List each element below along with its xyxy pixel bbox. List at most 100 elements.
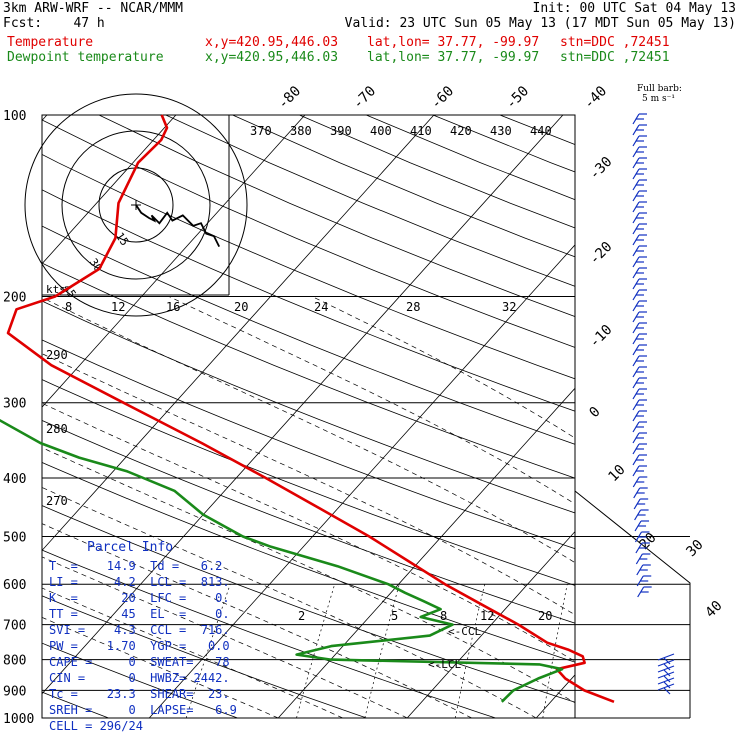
parcel-info-row: CAPE = 0 SWEAT= 78 — [49, 655, 230, 669]
pressure-label: 300 — [3, 397, 26, 412]
hodograph-speed-label: 32 — [502, 300, 516, 314]
parcel-info-row: K = 20 LFC = 0. — [49, 591, 230, 605]
hodograph-ring-label: 30 — [87, 256, 105, 274]
theta-label: 410 — [410, 124, 432, 138]
pressure-label: 900 — [3, 684, 26, 699]
wind-barb-staff — [657, 659, 675, 667]
pressure-label: 100 — [3, 109, 26, 124]
wind-barb-staff — [657, 677, 675, 685]
pressure-label: 1000 — [3, 712, 34, 727]
legend-temperature-xy: x,y=420.95,446.03 — [205, 35, 339, 50]
parcel-info-row: TT = 45 EL = 0. — [49, 607, 230, 621]
mixing-ratio-label: 2 — [298, 609, 305, 623]
theta-label: 280 — [46, 422, 68, 436]
isotherm-label: -50 — [503, 83, 532, 112]
pressure-label: 800 — [3, 654, 26, 669]
dry-adiabat — [299, 115, 575, 229]
parcel-info-row: CELL = 296/24 — [49, 719, 143, 733]
barb-legend-unit: 5 m s⁻¹ — [642, 94, 675, 104]
hodograph-speed-label: 24 — [314, 300, 328, 314]
moist-adiabat — [311, 296, 575, 439]
theta-label: 270 — [46, 494, 68, 508]
dry-adiabat — [42, 505, 575, 703]
hodograph-speed-label: 28 — [406, 300, 420, 314]
wind-barb-staff — [657, 653, 675, 661]
wind-barb-staff — [657, 683, 675, 691]
legend-dewpoint: Dewpoint temperature — [7, 50, 164, 65]
wind-barb-flag — [663, 663, 671, 671]
dry-adiabat — [42, 339, 575, 550]
moist-adiabat — [42, 587, 343, 718]
init-time: Init: 00 UTC Sat 04 May 13 — [532, 1, 737, 16]
moist-adiabat — [42, 402, 575, 662]
hodograph-ring-label: 15 — [113, 230, 131, 248]
dry-adiabat — [42, 153, 575, 380]
isotherm-label: 10 — [605, 462, 628, 485]
legend-temperature-latlon: lat,lon= 37.77, -99.97 — [367, 35, 540, 50]
legend-temperature-stn: stn=DDC ,72451 — [560, 35, 670, 50]
wind-barb-staff — [657, 671, 675, 679]
grid-layer — [42, 115, 740, 718]
mixing-ratio-line — [364, 584, 400, 718]
theta-label: 370 — [250, 124, 272, 138]
isotherm — [42, 115, 435, 552]
isotherm-label: -60 — [428, 83, 457, 112]
valid-time: Valid: 23 UTC Sun 05 May 13 (17 MDT Sun … — [344, 16, 736, 31]
pressure-label: 500 — [3, 531, 26, 546]
isotherm-label: -40 — [581, 83, 610, 112]
temperature-profile — [6, 114, 615, 704]
wind-barb-flag — [663, 657, 671, 665]
hodograph-ring-label: 45 — [60, 282, 78, 300]
hodograph-ring — [24, 93, 248, 317]
isotherm — [42, 115, 177, 265]
legend-dewpoint-xy: x,y=420.95,446.03 — [205, 50, 339, 65]
parcel-info-row: SREH = 0 LAPSE= 6.9 — [49, 703, 237, 717]
legend-dewpoint-stn: stn=DDC ,72451 — [560, 50, 670, 65]
mixing-ratio-label: 20 — [538, 609, 552, 623]
pressure-label: 600 — [3, 578, 26, 593]
mixing-ratio-line — [542, 584, 568, 718]
theta-label: 400 — [370, 124, 392, 138]
wind-barb-flag — [663, 669, 671, 677]
theta-label: 290 — [46, 348, 68, 362]
hodograph-speed-label: 8 — [65, 300, 72, 314]
dry-adiabat — [42, 462, 575, 663]
wind-barb-flag — [663, 687, 671, 695]
isotherm — [406, 530, 575, 718]
wind-barbs — [632, 113, 675, 695]
legend-temperature: Temperature — [7, 35, 94, 50]
dry-adiabat — [42, 595, 367, 718]
theta-label: 420 — [450, 124, 472, 138]
isotherm-label: -10 — [586, 322, 615, 351]
isotherm — [277, 387, 575, 718]
isotherm — [665, 115, 740, 718]
parcel-info-row: CIN = 0 HWBZ= 2442. — [49, 671, 230, 685]
isotherm — [148, 244, 575, 718]
pressure-label: 200 — [3, 291, 26, 306]
theta-label: 380 — [290, 124, 312, 138]
theta-label: 390 — [330, 124, 352, 138]
hodograph-ring — [61, 130, 211, 280]
hodograph-speed-label: 12 — [111, 300, 125, 314]
model-title: 3km ARW-WRF -- NCAR/MMM — [3, 1, 184, 16]
dewpoint-profile — [0, 418, 564, 703]
parcel-info-row: SVI = 4.3 CCL = 716. — [49, 623, 230, 637]
theta-label: 440 — [530, 124, 552, 138]
dry-adiabat — [42, 189, 575, 412]
mixing-ratio-line — [726, 584, 740, 718]
moist-adiabat — [168, 296, 575, 505]
dry-adiabat — [42, 379, 575, 586]
mixing-ratio-label: 8 — [440, 609, 447, 623]
mixing-ratio-label: 5 — [391, 609, 398, 623]
mixing-ratio-line — [622, 584, 642, 718]
parcel-info-row: T = 14.9 Td = 6.2 — [49, 559, 223, 573]
hodograph-speed-label: 20 — [234, 300, 248, 314]
barb-box-edge — [574, 490, 691, 718]
moist-adiabat — [42, 297, 575, 564]
isotherm — [42, 115, 306, 408]
isotherm-label: 0 — [586, 404, 603, 421]
barb-legend-title: Full barb: — [637, 84, 682, 94]
pressure-label: 700 — [3, 619, 26, 634]
wind-barb-flag — [663, 675, 671, 683]
dry-adiabat — [42, 262, 575, 479]
